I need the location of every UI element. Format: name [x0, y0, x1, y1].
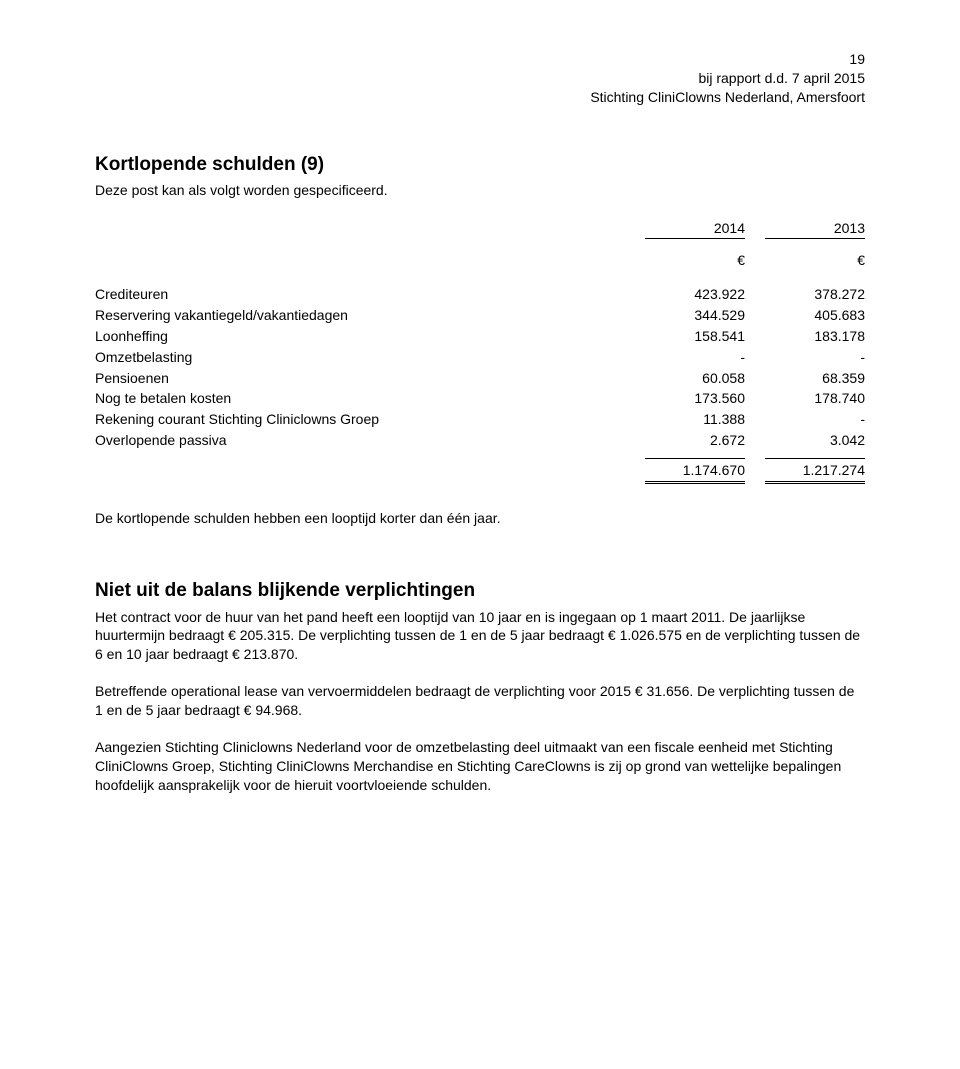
row-label: Pensioenen [95, 368, 625, 389]
row-value: 183.178 [745, 326, 865, 347]
table-row: Omzetbelasting - - [95, 347, 865, 368]
total-value-2: 1.217.274 [765, 458, 865, 484]
page-header: 19 bij rapport d.d. 7 april 2015 Stichti… [95, 50, 865, 107]
total-row: 1.174.670 1.217.274 [95, 457, 865, 485]
row-value: 378.272 [745, 284, 865, 305]
row-value: 158.541 [625, 326, 745, 347]
row-value: 68.359 [745, 368, 865, 389]
row-label: Loonheffing [95, 326, 625, 347]
row-label: Crediteuren [95, 284, 625, 305]
row-label: Nog te betalen kosten [95, 388, 625, 409]
row-value: 173.560 [625, 388, 745, 409]
year-2013: 2013 [765, 219, 865, 239]
row-label: Overlopende passiva [95, 430, 625, 451]
row-value: 423.922 [625, 284, 745, 305]
row-label: Rekening courant Stichting Cliniclowns G… [95, 409, 625, 430]
header-report-date: bij rapport d.d. 7 april 2015 [95, 69, 865, 88]
row-value: 405.683 [745, 305, 865, 326]
section-title-niet-balans: Niet uit de balans blijkende verplichtin… [95, 578, 865, 604]
table-row: Overlopende passiva 2.672 3.042 [95, 430, 865, 451]
year-header-row: 2014 2013 [95, 218, 865, 241]
table-row: Crediteuren 423.922 378.272 [95, 284, 865, 305]
row-value: - [745, 347, 865, 368]
row-value: 2.672 [625, 430, 745, 451]
row-value: 178.740 [745, 388, 865, 409]
row-value: 3.042 [745, 430, 865, 451]
paragraph-2: Betreffende operational lease van vervoe… [95, 682, 865, 720]
row-value: 11.388 [625, 409, 745, 430]
total-value-1: 1.174.670 [645, 458, 745, 484]
paragraph-3: Aangezien Stichting Cliniclowns Nederlan… [95, 738, 865, 795]
paragraph-1: Het contract voor de huur van het pand h… [95, 608, 865, 665]
row-value: - [625, 347, 745, 368]
year-2014: 2014 [645, 219, 745, 239]
row-label: Reservering vakantiegeld/vakantiedagen [95, 305, 625, 326]
financial-table: 2014 2013 € € Crediteuren 423.922 378.27… [95, 218, 865, 485]
header-entity: Stichting CliniClowns Nederland, Amersfo… [95, 88, 865, 107]
currency-symbol-2: € [745, 241, 865, 284]
table-row: Nog te betalen kosten 173.560 178.740 [95, 388, 865, 409]
row-label: Omzetbelasting [95, 347, 625, 368]
currency-row: € € [95, 241, 865, 284]
section-title-kortlopende: Kortlopende schulden (9) [95, 152, 865, 178]
currency-symbol-1: € [625, 241, 745, 284]
table-row: Pensioenen 60.058 68.359 [95, 368, 865, 389]
section1-note: De kortlopende schulden hebben een loopt… [95, 509, 865, 528]
table-row: Rekening courant Stichting Cliniclowns G… [95, 409, 865, 430]
row-value: 344.529 [625, 305, 745, 326]
table-row: Reservering vakantiegeld/vakantiedagen 3… [95, 305, 865, 326]
row-value: 60.058 [625, 368, 745, 389]
table-row: Loonheffing 158.541 183.178 [95, 326, 865, 347]
row-value: - [745, 409, 865, 430]
page-number: 19 [95, 50, 865, 69]
section-desc: Deze post kan als volgt worden gespecifi… [95, 181, 865, 200]
